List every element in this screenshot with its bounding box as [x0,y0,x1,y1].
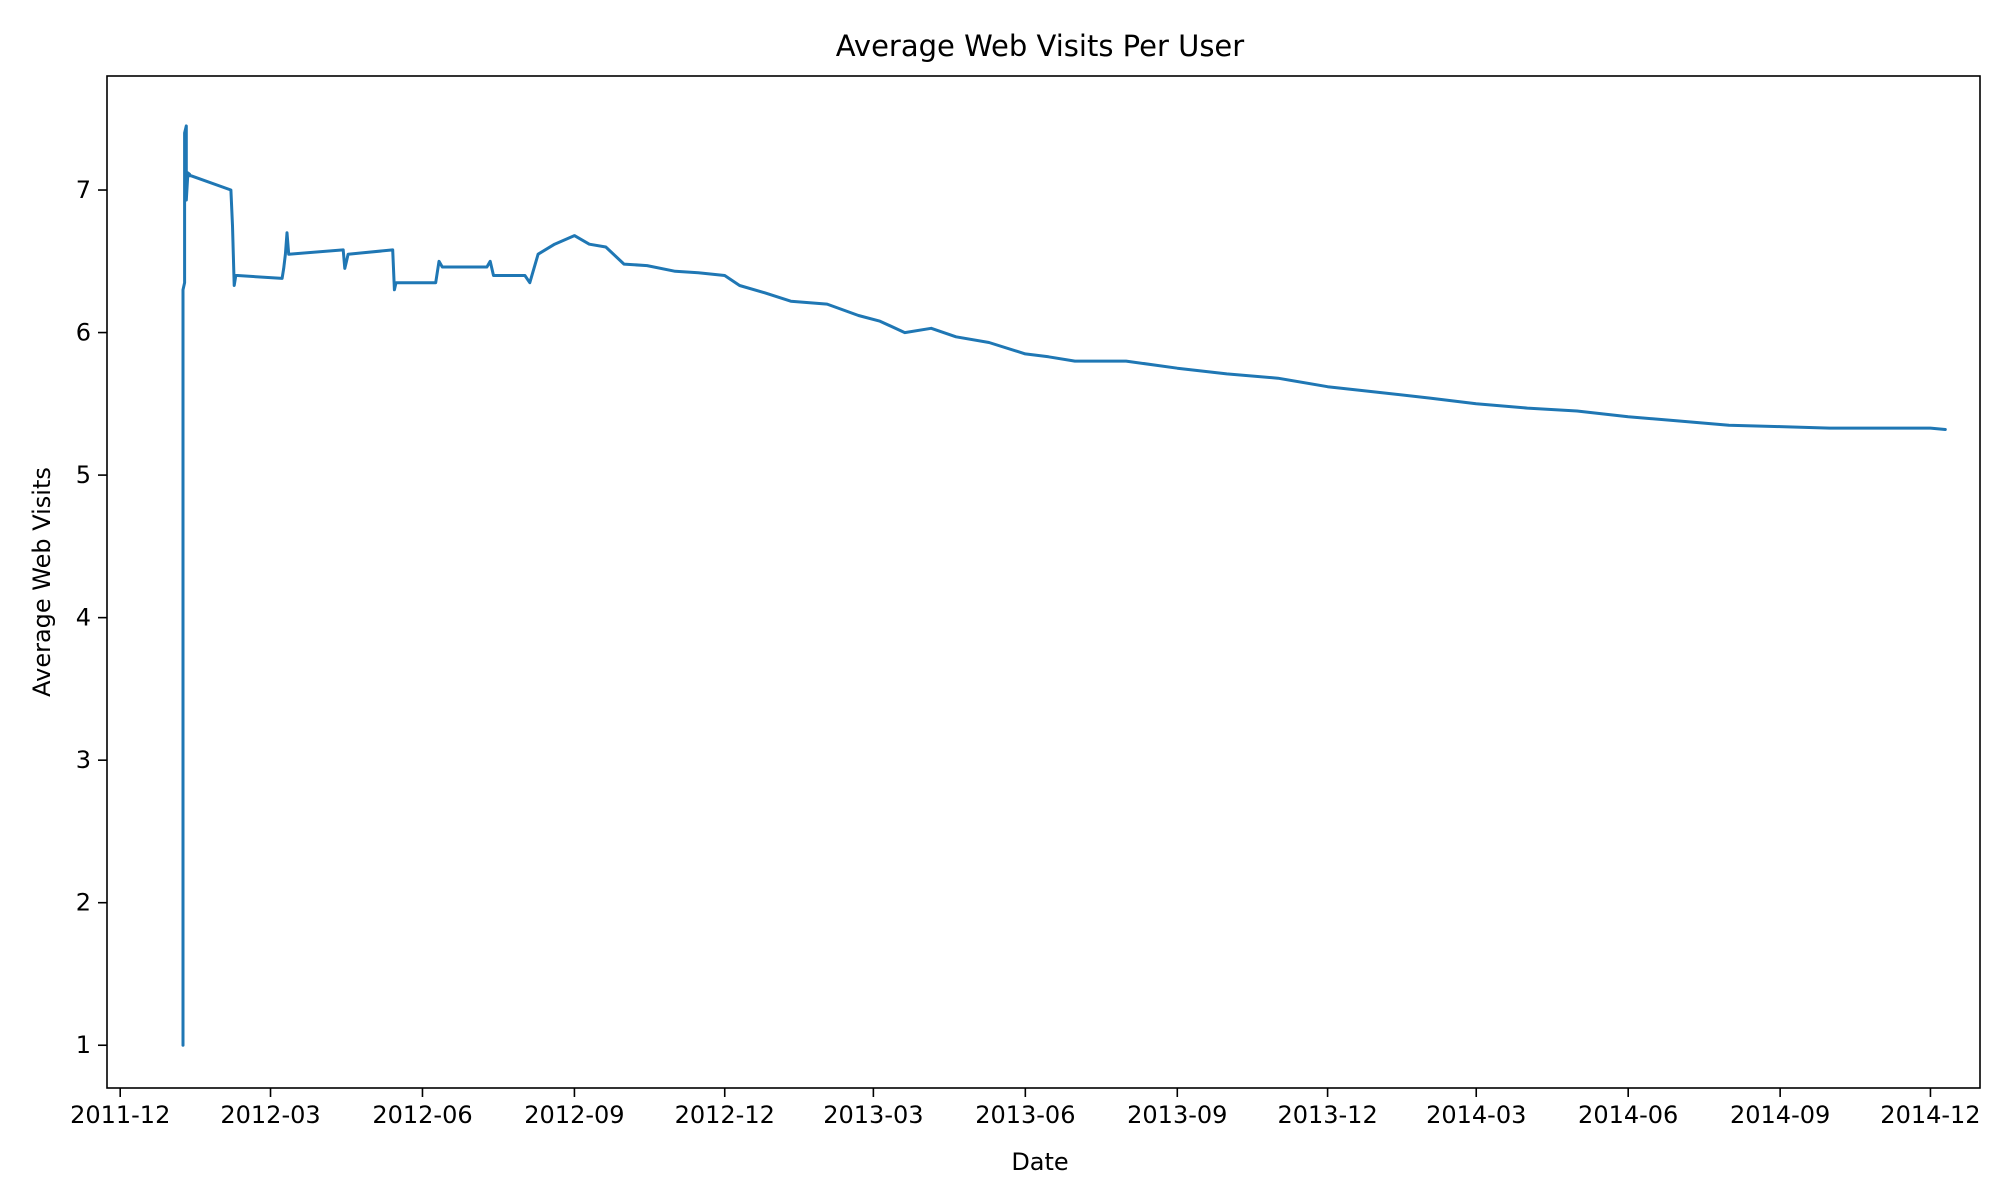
x-tick-label: 2012-12 [675,1101,775,1129]
x-tick-label: 2014-03 [1426,1101,1526,1129]
y-tick-label: 4 [76,604,91,632]
x-tick-label: 2012-06 [372,1101,472,1129]
y-axis-title: Average Web Visits [28,467,56,697]
series-line-1 [181,124,1947,1047]
y-tick-label: 7 [76,176,91,204]
y-tick-label: 6 [76,319,91,347]
chart-title: Average Web Visits Per User [836,29,1244,63]
y-tick-label: 5 [76,461,91,489]
series-layer [181,124,1947,1047]
x-tick-label: 2014-09 [1730,1101,1830,1129]
plot-area [106,75,1981,1089]
x-tick-label: 2013-12 [1277,1101,1377,1129]
x-tick-label: 2012-03 [220,1101,320,1129]
x-axis-title: Date [1011,1148,1068,1176]
x-tick-label: 2013-09 [1127,1101,1227,1129]
y-axis: 1 2 3 4 5 6 7 [76,176,107,1059]
x-tick-label: 2012-09 [524,1101,624,1129]
x-tick-label: 2014-12 [1880,1101,1980,1129]
x-axis: 2011-12 2012-03 2012-06 2012-09 2012-12 2013-… [70,1088,1981,1129]
x-tick-label: 2013-06 [975,1101,1075,1129]
x-tick-label: 2014-06 [1578,1101,1678,1129]
y-tick-label: 3 [76,746,91,774]
y-tick-label: 2 [76,889,91,917]
plot-border [106,75,1981,1089]
y-tick-label: 1 [76,1031,91,1059]
x-tick-label: 2013-03 [823,1101,923,1129]
x-tick-label: 2011-12 [70,1101,170,1129]
